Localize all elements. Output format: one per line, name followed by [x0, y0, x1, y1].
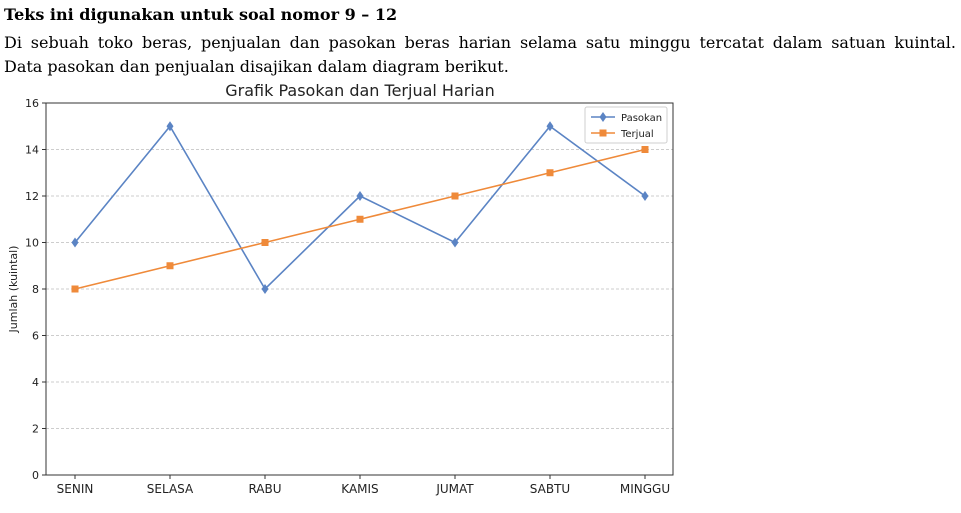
data-point-terjual: [71, 285, 79, 293]
data-point-pasokan: [451, 237, 459, 248]
intro-line-2: Data pasokan dan penjualan disajikan dal…: [4, 57, 509, 76]
legend-marker-terjual: [599, 129, 607, 137]
data-point-terjual: [451, 192, 459, 200]
data-point-terjual: [356, 215, 364, 223]
intro-paragraph: Di sebuah toko beras, penjualan dan paso…: [4, 31, 956, 79]
x-tick-label: MINGGU: [620, 482, 670, 496]
section-heading: Teks ini digunakan untuk soal nomor 9 – …: [4, 5, 398, 24]
series-group: [71, 121, 649, 294]
y-tick-label: 16: [25, 97, 39, 110]
y-tick-label: 4: [32, 376, 39, 389]
legend-marker-pasokan: [599, 112, 607, 122]
data-point-pasokan: [261, 284, 269, 294]
x-tick-label: JUMAT: [435, 482, 474, 496]
legend-label-pasokan: Pasokan: [621, 113, 662, 124]
axes: 0 2 4 6 8 10 12 14 16 SENIN SELASA RABU KAMIS JUMAT SA…: [25, 97, 674, 496]
y-tick-label: 2: [32, 423, 39, 436]
data-point-terjual: [261, 239, 269, 246]
data-point-terjual: [546, 169, 554, 177]
y-tick-label: 0: [32, 469, 39, 482]
x-tick-label: SENIN: [57, 482, 94, 496]
data-point-pasokan: [356, 191, 364, 201]
intro-line-1: Di sebuah toko beras, penjualan dan paso…: [4, 33, 956, 52]
y-axis-label: Jumlah (kuintal): [7, 246, 20, 334]
y-tick-label: 10: [25, 237, 39, 250]
data-point-terjual: [166, 262, 174, 270]
legend-label-terjual: Terjual: [620, 129, 654, 140]
plot-frame: [45, 102, 674, 476]
data-point-terjual: [641, 146, 649, 153]
data-point-pasokan: [546, 121, 554, 132]
y-tick-label: 12: [25, 190, 39, 203]
y-tick-label: 14: [25, 144, 39, 157]
data-point-pasokan: [71, 237, 79, 248]
grid-lines: [46, 149, 673, 429]
series-line-pasokan: [74, 124, 646, 291]
y-tick-label: 8: [32, 283, 39, 296]
x-tick-label: SELASA: [147, 482, 194, 496]
y-tick-label: 6: [32, 330, 39, 343]
x-tick-label: RABU: [248, 482, 281, 496]
data-point-pasokan: [641, 191, 649, 201]
x-tick-label: KAMIS: [341, 482, 378, 496]
data-point-pasokan: [166, 121, 174, 132]
legend: Pasokan Terjual: [584, 106, 668, 144]
chart-title: Grafik Pasokan dan Terjual Harian: [225, 81, 494, 100]
x-tick-label: SABTU: [530, 482, 570, 496]
series-terjual: [71, 146, 649, 293]
series-pasokan: [71, 121, 649, 294]
